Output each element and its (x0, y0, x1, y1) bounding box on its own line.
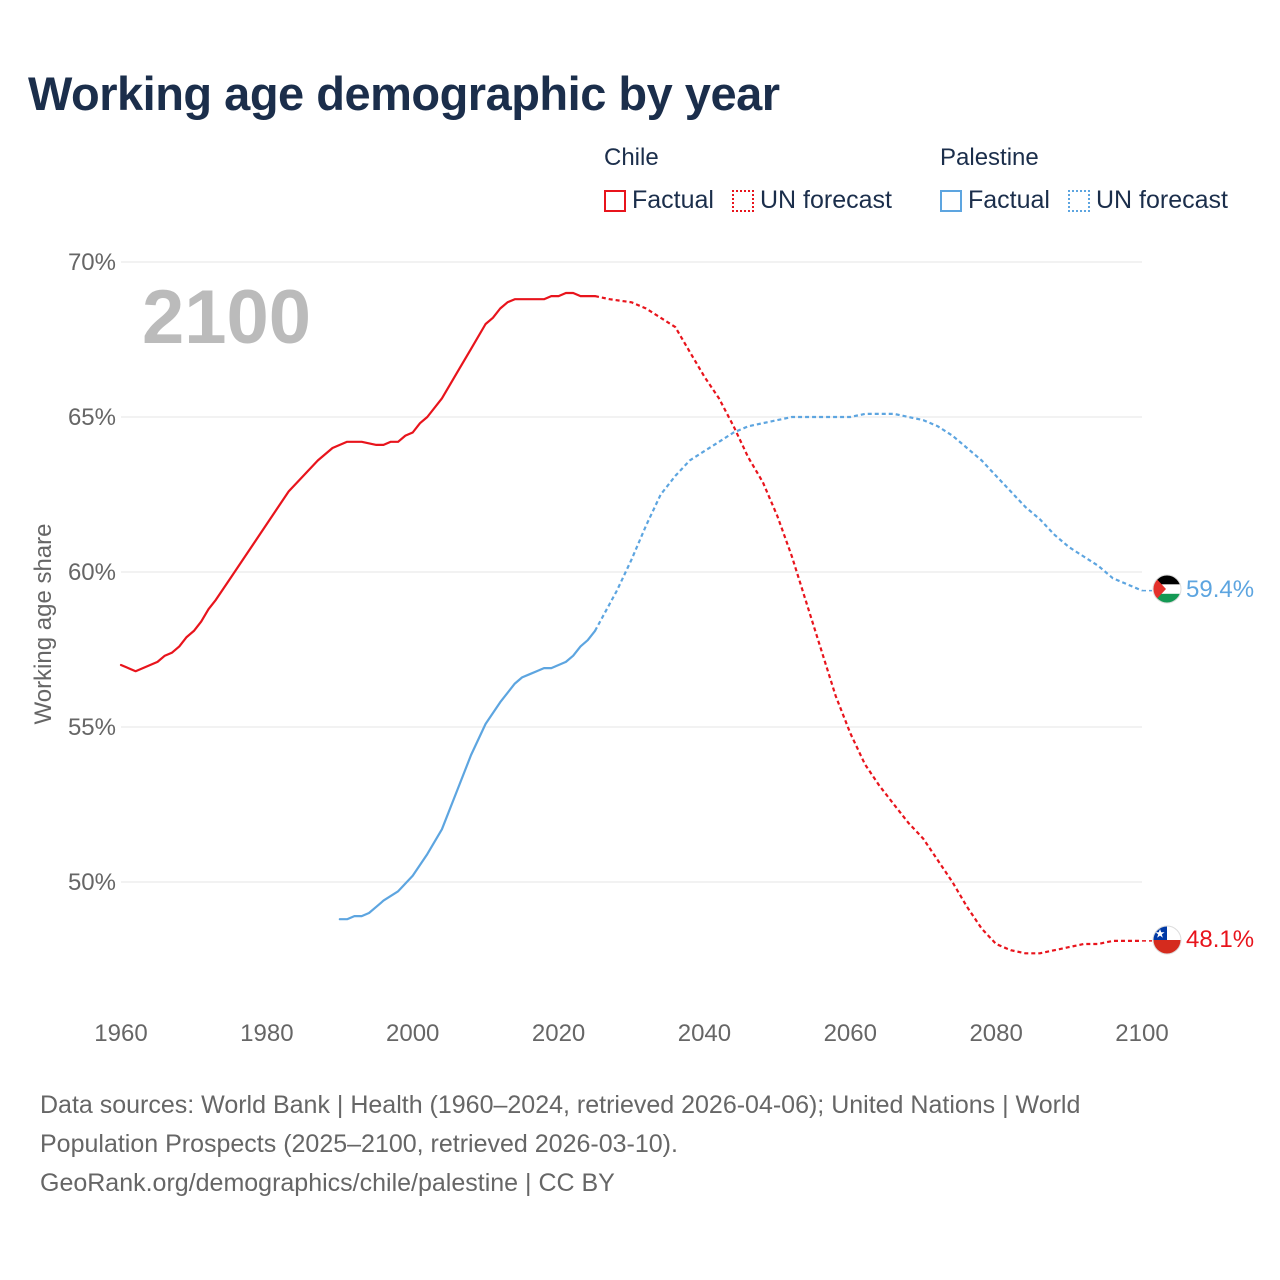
year-watermark: 2100 (142, 275, 311, 360)
line-chart: 50% 55% 60% 65% 70% 1960 1980 2000 2020 2040 2060 2… (30, 249, 1254, 1047)
legend-palestine-factual[interactable]: Factual (940, 186, 1050, 215)
legend-chile-factual[interactable]: Factual (604, 186, 714, 215)
palestine-factual-line (338, 629, 597, 921)
x-tick-label: 2100 (1115, 1020, 1168, 1047)
chile-flag-icon (1152, 925, 1182, 955)
y-tick-label: 60% (68, 559, 116, 586)
legend-chile-title: Chile (604, 144, 659, 171)
legend-chile-factual-label: Factual (632, 186, 714, 214)
x-tick-label: 1960 (94, 1020, 147, 1047)
y-tick-label: 70% (68, 249, 116, 276)
chile-forecast-line (594, 295, 1142, 955)
legend-palestine-factual-label: Factual (968, 186, 1050, 214)
x-tick-label: 2060 (824, 1020, 877, 1047)
chart-title: Working age demographic by year (28, 67, 780, 120)
dotted-line-swatch-icon (731, 189, 754, 212)
data-sources: Data sources: World Bank | Health (1960–… (40, 1091, 1081, 1158)
x-tick-label: 1980 (240, 1020, 293, 1047)
legend-chile-forecast-label: UN forecast (759, 186, 892, 214)
solid-line-swatch-icon (940, 189, 962, 212)
legend-chile-forecast[interactable]: UN forecast (731, 186, 892, 215)
y-tick-label: 55% (68, 714, 116, 741)
credit-link[interactable]: GeoRank.org/demographics/chile/palestine… (40, 1169, 615, 1197)
palestine-forecast-line (594, 412, 1143, 632)
legend-palestine-forecast[interactable]: UN forecast (1067, 186, 1228, 215)
legend-palestine-title: Palestine (940, 144, 1039, 171)
dotted-line-swatch-icon (1067, 189, 1090, 212)
legend-palestine-forecast-label: UN forecast (1095, 186, 1228, 214)
chile-end-value-label: 48.1% (1186, 926, 1254, 953)
palestine-flag-icon (1152, 574, 1182, 604)
x-tick-label: 2080 (969, 1020, 1022, 1047)
solid-line-swatch-icon (604, 189, 626, 212)
x-tick-label: 2020 (532, 1020, 585, 1047)
chile-factual-line (119, 291, 597, 673)
y-tick-label: 65% (68, 404, 116, 431)
x-tick-label: 2040 (678, 1020, 731, 1047)
palestine-end-value-label: 59.4% (1186, 576, 1254, 603)
y-axis-label: Working age share (30, 524, 57, 725)
legend-palestine: Palestine Factual UN forecast (940, 144, 1246, 215)
legend-chile: Chile Factual UN forecast (604, 144, 910, 215)
y-tick-label: 50% (68, 869, 116, 896)
x-tick-label: 2000 (386, 1020, 439, 1047)
